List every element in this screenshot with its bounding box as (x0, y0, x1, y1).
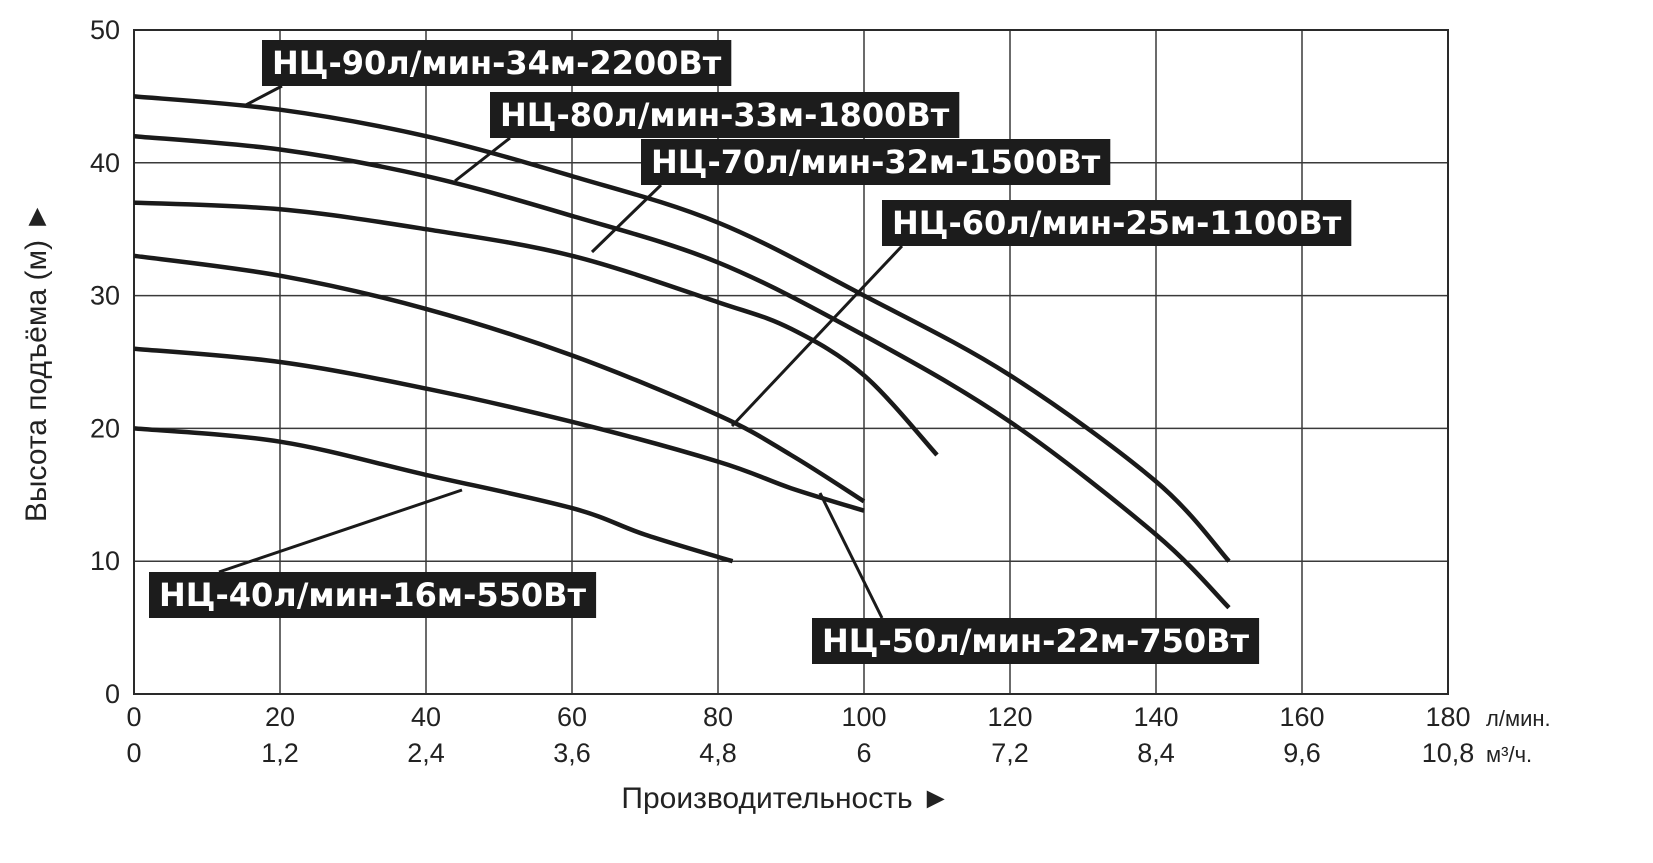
x-unit-label: л/мин. (1486, 706, 1551, 731)
series-line (133, 346, 865, 513)
y-tick-label: 20 (90, 413, 120, 443)
curve-label-text: НЦ-60л/мин-25м-1100Вт (892, 204, 1342, 242)
series-line (133, 253, 866, 504)
plot-frame (133, 29, 1449, 695)
curve-label-text: НЦ-70л/мин-32м-1500Вт (651, 143, 1101, 181)
curve-label-background (641, 139, 1111, 185)
x-axis-title: Производительность ► (621, 782, 950, 815)
x2-tick-label: 9,6 (1283, 738, 1321, 768)
x2-tick-label: 0 (126, 738, 141, 768)
label-leaders (218, 84, 904, 619)
x-tick-label: 20 (265, 702, 295, 732)
curve-label: НЦ-50л/мин-22м-750Вт (812, 618, 1260, 664)
x-tick-label: 60 (557, 702, 587, 732)
curves (133, 94, 1231, 610)
x-tick-label: 0 (126, 702, 141, 732)
label-leader-line (243, 84, 283, 108)
series-line (133, 94, 1231, 563)
y-tick-label: 0 (105, 679, 120, 709)
x-tick-label: 140 (1133, 702, 1178, 732)
curve-label-background (149, 572, 597, 618)
curve-label: НЦ-60л/мин-25м-1100Вт (882, 200, 1352, 246)
x-tick-label: 160 (1279, 702, 1324, 732)
curve-label: НЦ-90л/мин-34м-2200Вт (262, 40, 732, 86)
curve-label-background (262, 40, 732, 86)
y-tick-label: 30 (90, 281, 120, 311)
x2-tick-label: 4,8 (699, 738, 737, 768)
label-leader-line (818, 492, 884, 619)
curve-label-background (490, 92, 960, 138)
x2-tick-label: 3,6 (553, 738, 591, 768)
y-tick-label: 10 (90, 546, 120, 576)
y-tick-label: 50 (90, 15, 120, 45)
x2-tick-label: 2,4 (407, 738, 445, 768)
x2-unit-label: м³/ч. (1486, 742, 1532, 767)
label-leader-line (590, 183, 663, 254)
curve-label-text: НЦ-40л/мин-16м-550Вт (159, 576, 587, 614)
label-leader-line (218, 488, 463, 574)
curve-label-text: НЦ-90л/мин-34м-2200Вт (272, 44, 722, 82)
tick-labels: 0 20 40 60 80 100 120 140 160 1800 1,2 2,4 3,6 4,8 6 7,… (90, 15, 1474, 768)
x2-tick-label: 8,4 (1137, 738, 1175, 768)
x2-tick-label: 10,8 (1422, 738, 1475, 768)
y-axis-title: Высота подъёма (м) ► (20, 202, 53, 522)
x-tick-label: 80 (703, 702, 733, 732)
curve-label-background (812, 618, 1260, 664)
curve-label: НЦ-80л/мин-33м-1800Вт (490, 92, 960, 138)
x-tick-label: 40 (411, 702, 441, 732)
series-line (133, 133, 1231, 610)
curve-label-text: НЦ-80л/мин-33м-1800Вт (500, 96, 950, 134)
curve-label-background (882, 200, 1352, 246)
x-tick-label: 120 (987, 702, 1032, 732)
label-leader-line (730, 244, 904, 428)
x2-tick-label: 6 (856, 738, 871, 768)
label-leader-line (454, 136, 511, 183)
curve-label-text: НЦ-50л/мин-22м-750Вт (822, 622, 1250, 660)
x-tick-label: 180 (1425, 702, 1470, 732)
x2-tick-label: 7,2 (991, 738, 1029, 768)
curve-labels: НЦ-90л/мин-34м-2200Вт НЦ-80л/мин-33м-1800… (149, 40, 1352, 664)
x2-tick-label: 1,2 (261, 738, 299, 768)
curve-label: НЦ-40л/мин-16м-550Вт (149, 572, 597, 618)
curve-label: НЦ-70л/мин-32м-1500Вт (641, 139, 1111, 185)
series-line (133, 200, 939, 457)
x-tick-label: 100 (841, 702, 886, 732)
y-tick-label: 40 (90, 148, 120, 178)
series-line (133, 426, 734, 564)
